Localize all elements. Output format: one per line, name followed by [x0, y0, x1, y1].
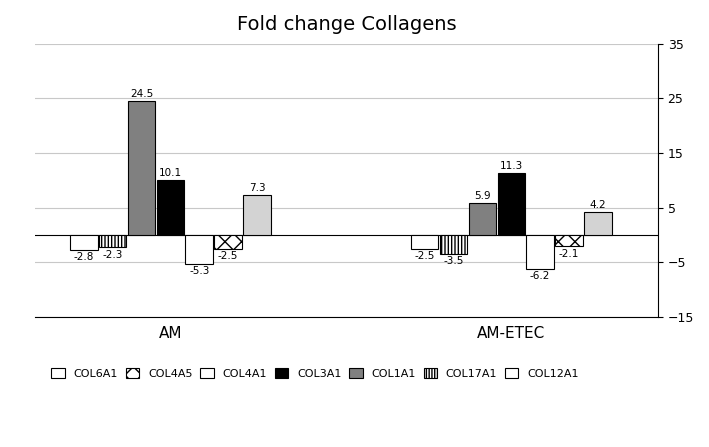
- Text: 24.5: 24.5: [130, 89, 153, 99]
- Text: 7.3: 7.3: [249, 183, 265, 193]
- Bar: [70, 235, 98, 250]
- Bar: [584, 212, 612, 235]
- Text: 4.2: 4.2: [590, 200, 606, 210]
- Bar: [186, 235, 213, 264]
- Bar: [555, 235, 583, 246]
- Text: -2.5: -2.5: [415, 251, 435, 261]
- Text: 11.3: 11.3: [500, 161, 523, 171]
- Bar: [99, 235, 126, 248]
- Bar: [440, 235, 467, 254]
- Title: Fold change Collagens: Fold change Collagens: [237, 15, 456, 34]
- Text: -2.3: -2.3: [103, 249, 123, 260]
- Text: -2.8: -2.8: [74, 253, 94, 262]
- Bar: [469, 202, 496, 235]
- Text: -2.1: -2.1: [559, 249, 579, 258]
- Bar: [128, 101, 155, 235]
- Text: -2.5: -2.5: [218, 251, 238, 261]
- Text: -5.3: -5.3: [189, 266, 209, 276]
- Bar: [157, 180, 184, 235]
- Text: 5.9: 5.9: [474, 190, 491, 201]
- Bar: [411, 235, 438, 249]
- Bar: [526, 235, 554, 269]
- Text: 10.1: 10.1: [159, 168, 182, 177]
- Bar: [243, 195, 271, 235]
- Bar: [214, 235, 242, 249]
- Text: -6.2: -6.2: [530, 271, 550, 281]
- Bar: [498, 173, 525, 235]
- Legend: COL6A1, COL4A5, COL4A1, COL3A1, COL1A1, COL17A1, COL12A1: COL6A1, COL4A5, COL4A1, COL3A1, COL1A1, …: [48, 365, 582, 382]
- Text: -3.5: -3.5: [443, 256, 464, 266]
